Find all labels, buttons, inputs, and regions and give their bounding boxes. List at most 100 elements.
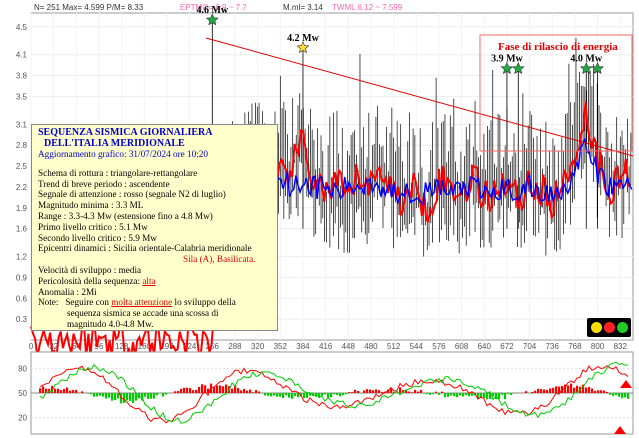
header-mml: M.ml= 3.14 [283,3,323,12]
osc-bar [297,393,300,398]
info-primo: Primo livello critico : 5.1 Mw [38,221,148,232]
osc-bar [45,388,48,393]
traffic-light [587,318,631,337]
osc-bar [609,393,612,395]
x-tick-label: 224 [183,342,197,351]
y-tick-label: 0.6 [16,294,28,303]
osc-bar [456,393,459,398]
osc-bar [306,393,309,398]
star-icon [591,61,605,75]
star-icon [296,41,310,54]
x-tick-label: 768 [568,342,582,351]
osc-bar [144,393,147,397]
osc-bar [246,390,249,393]
osc-bar [423,393,426,394]
info-magnitudo: Magnitudo minima : 3.3 ML [38,200,144,211]
osc-bar [366,389,369,393]
x-tick-label: 576 [432,342,446,351]
osc-bar [186,387,189,393]
osc-tick-label: 20 [18,414,27,423]
oscillator-arrows [614,380,632,434]
x-tick-label: 800 [591,342,605,351]
osc-bar [129,393,132,402]
osc-bar [573,387,576,393]
osc-bar [105,393,108,399]
osc-bar [99,393,102,396]
osc-bar [39,388,42,393]
osc-bar [480,393,483,397]
osc-bar [252,392,255,393]
x-tick-label: 0 [29,342,34,351]
note-highlight: molta attenzione [111,297,173,308]
osc-bar [183,387,186,393]
osc-bar [57,388,60,393]
osc-bar [546,389,549,393]
osc-bar [471,393,474,396]
x-tick-label: 704 [523,342,537,351]
osc-bar [147,393,150,399]
osc-bar [537,388,540,393]
osc-bar [627,393,630,399]
osc-bar [594,390,597,393]
osc-bar [111,393,114,401]
osc-bar [597,390,600,393]
osc-bar [420,389,423,393]
info-range: Range : 3.3-4.3 Mw (estensione fino a 4.… [38,210,213,221]
osc-bar [588,386,591,393]
info-pericolosita: Pericolosità della sequenza: alta [38,275,156,286]
osc-bar [282,393,285,399]
info-schema: Schema di rottura : triangolare-rettango… [38,167,198,178]
x-tick-label: 320 [251,342,265,351]
osc-bar [177,390,180,393]
osc-bar [612,393,615,396]
x-tick-label: 192 [160,342,174,351]
osc-bar [240,390,243,393]
osc-bar [117,393,120,399]
osc-bar [555,386,558,393]
osc-bar [63,389,66,393]
info-secondo: Secondo livello critico : 5.9 Mw [38,232,157,243]
up-arrow-icon [620,380,632,388]
x-tick-label: 832 [614,342,628,351]
osc-bar [357,390,360,393]
osc-bar [69,390,72,393]
energy-release-box [479,34,633,152]
x-tick-label: 512 [387,342,401,351]
osc-bar [381,391,384,393]
y-tick-label: 4.1 [16,51,28,60]
info-note: Note: Seguire con molta attenzione lo sv… [38,297,236,308]
osc-bar [318,393,321,398]
star-icon [205,13,219,26]
osc-bar [570,383,573,393]
osc-bar [351,392,354,393]
osc-bar [624,393,627,398]
y-tick-label: 3.8 [16,72,28,81]
info-title-1: SEQUENZA SISMICA GIORNALIERA [38,127,213,138]
osc-bar [444,393,447,398]
osc-bar [174,391,177,393]
osc-bar [486,393,489,400]
osc-bar [534,390,537,393]
traffic-red-icon [604,322,615,333]
osc-tick-label: 50 [18,389,27,398]
x-tick-label: 480 [364,342,378,351]
y-tick-label: 3.1 [16,120,28,129]
osc-bar [405,389,408,393]
header-twm: TWML 6.12 ~ 7.599 [332,3,403,12]
osc-bar [369,389,372,393]
osc-bar [342,393,345,396]
info-title-2: DELL'ITALIA MERIDIONALE [44,138,185,149]
osc-bar [330,393,333,398]
osc-bar [225,384,228,393]
osc-bar [408,391,411,393]
osc-bar [354,389,357,393]
osc-bar [264,393,267,396]
osc-bar [207,388,210,393]
y-tick-label: 0.3 [16,315,28,324]
osc-bar [492,393,495,397]
osc-bar [585,387,588,393]
osc-bar [132,393,135,404]
energy-release-label: Fase di rilascio di energia [498,41,618,53]
osc-bar [615,393,618,396]
y-tick-label: 1.9 [16,204,28,213]
